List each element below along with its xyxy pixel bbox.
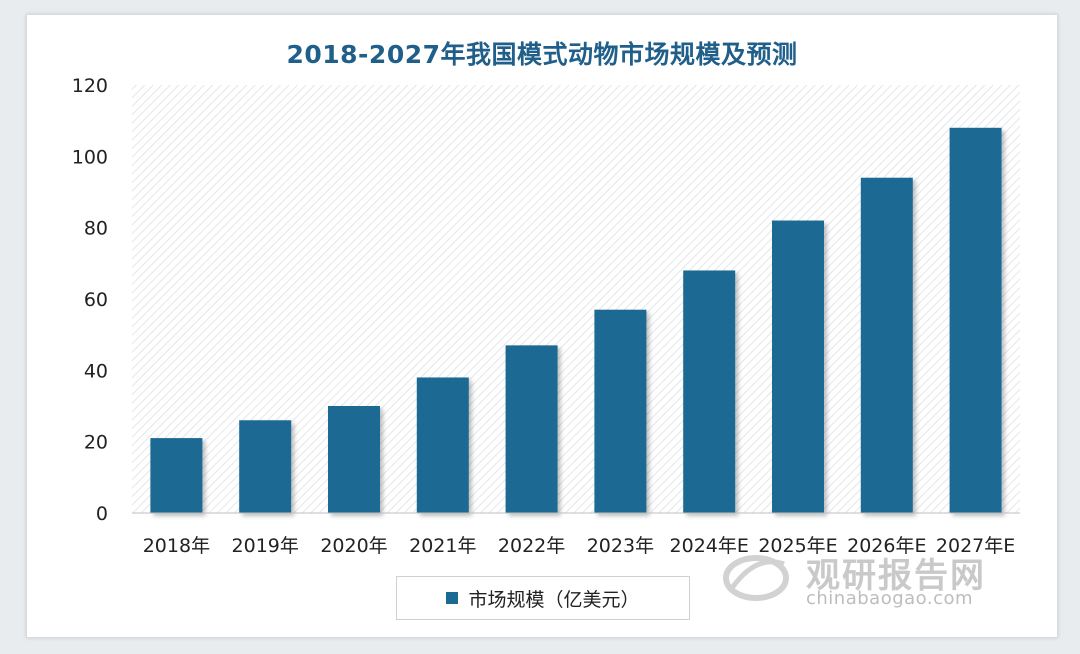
watermark-logo-icon [723, 555, 789, 601]
x-tick-label: 2026年E [847, 535, 926, 557]
legend-label: 市场规模（亿美元） [468, 588, 640, 611]
bars [150, 127, 1002, 514]
bar [772, 220, 824, 514]
y-tick-label: 20 [84, 432, 108, 454]
x-tick-label: 2018年 [143, 535, 210, 557]
y-tick-label: 0 [96, 503, 108, 525]
watermark-cn: 观研报告网 [806, 556, 986, 596]
y-tick-label: 40 [84, 360, 108, 382]
y-axis: 0 20 40 60 80 100 120 [72, 75, 108, 525]
watermark-en: chinabaogao.com [806, 588, 974, 609]
y-tick-label: 80 [84, 218, 108, 240]
x-tick-label: 2024年E [670, 535, 749, 557]
x-tick-label: 2027年E [936, 535, 1015, 557]
x-tick-label: 2020年 [320, 535, 387, 557]
y-tick-label: 100 [72, 146, 108, 168]
x-tick-label: 2025年E [758, 535, 837, 557]
x-tick-label: 2023年 [587, 535, 654, 557]
x-axis: 2018年 2019年 2020年 2021年 2022年 2023年 2024年E 2025… [143, 535, 1016, 557]
bar [683, 270, 736, 513]
x-tick-label: 2021年 [409, 535, 476, 557]
y-tick-label: 120 [72, 75, 108, 97]
chart-title: 2018-2027年我国模式动物市场规模及预测 [286, 40, 798, 69]
bar [949, 127, 1002, 514]
bar [594, 309, 647, 513]
bar [328, 406, 380, 513]
y-tick-label: 60 [84, 289, 108, 311]
watermark: 观研报告网 chinabaogao.com [722, 548, 1022, 612]
bar [150, 438, 203, 513]
x-tick-label: 2022年 [498, 535, 565, 557]
legend-swatch [446, 592, 459, 604]
x-tick-label: 2019年 [232, 535, 299, 557]
bar [505, 345, 558, 513]
bar [239, 420, 292, 513]
bar [416, 377, 469, 513]
legend: 市场规模（亿美元） [396, 576, 690, 620]
bar [860, 177, 913, 513]
